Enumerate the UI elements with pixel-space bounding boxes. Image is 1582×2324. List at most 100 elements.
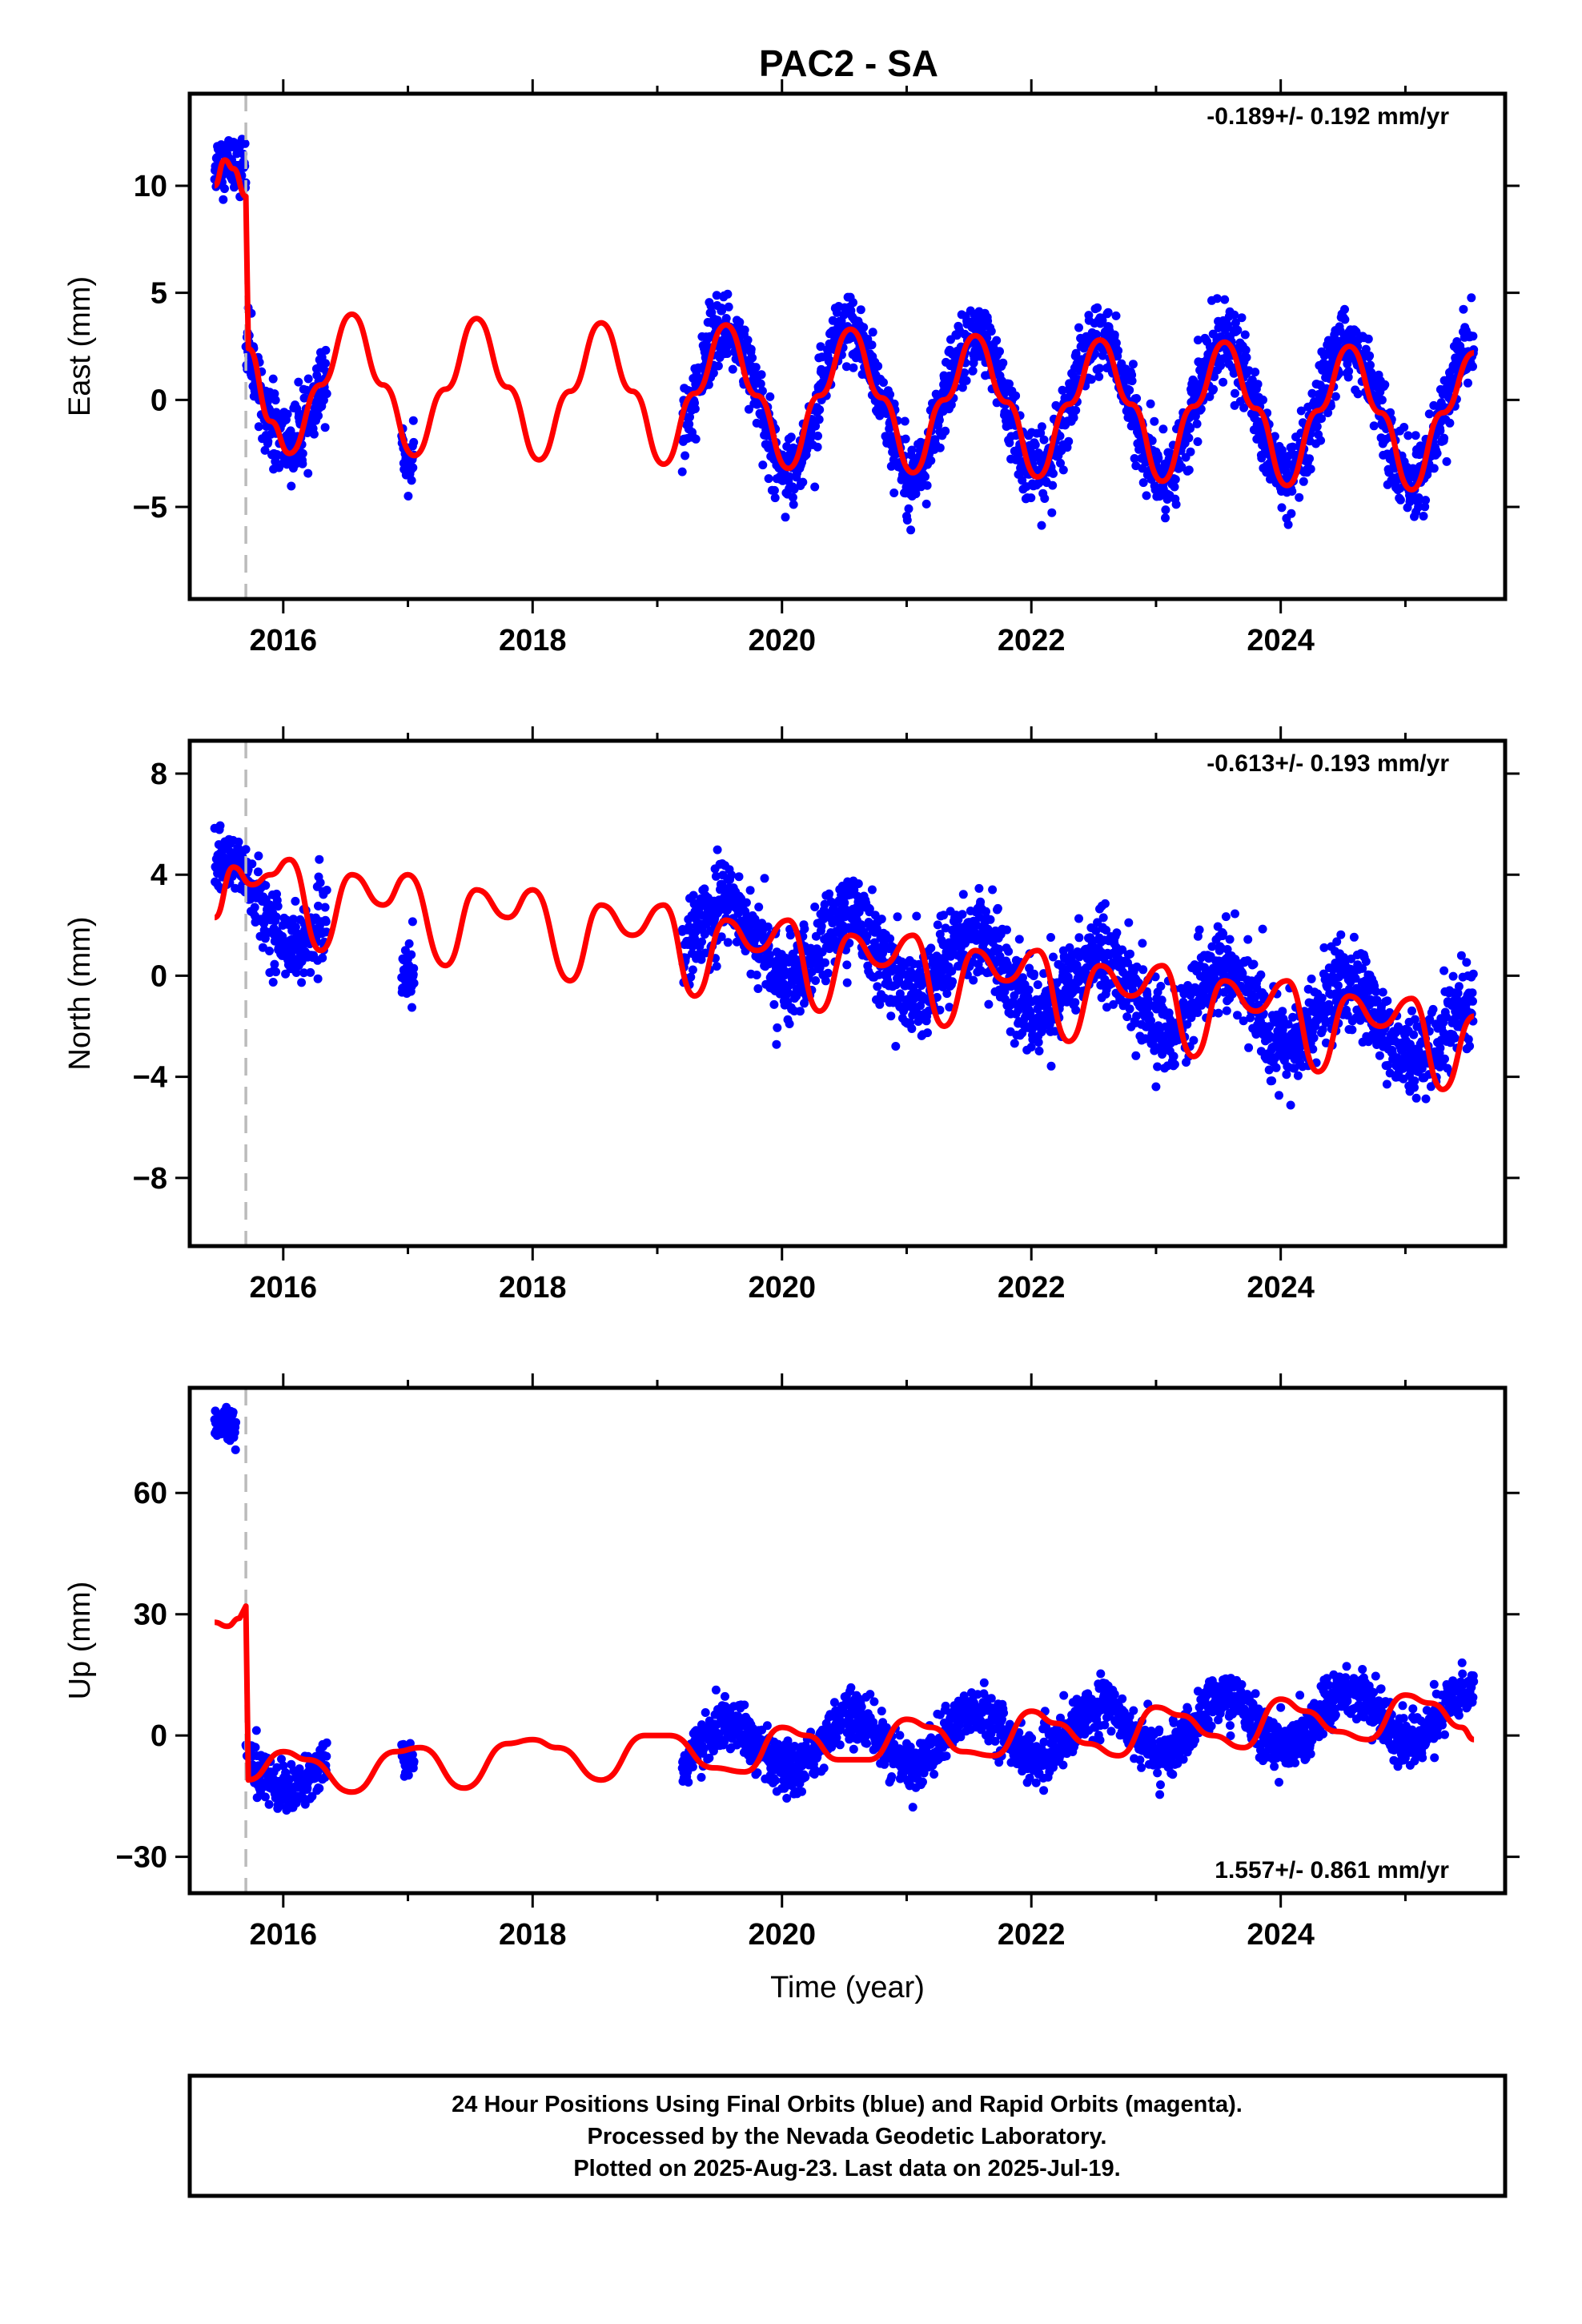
east-points-layer <box>210 135 1479 535</box>
north-data-point <box>1169 1051 1178 1061</box>
north-data-point <box>1124 918 1134 927</box>
east-data-point <box>744 404 753 414</box>
north-x-tick-label: 2016 <box>250 1271 318 1305</box>
east-data-point <box>813 442 822 452</box>
east-y-tick-label: 0 <box>151 384 167 417</box>
north-y-tick-label: 0 <box>151 959 167 993</box>
north-rate-label: -0.613+/- 0.193 mm/yr <box>1207 750 1449 777</box>
east-data-point <box>1365 351 1375 360</box>
east-data-point <box>1184 465 1194 475</box>
east-data-point <box>1306 464 1315 474</box>
north-data-point <box>785 931 795 940</box>
north-data-point <box>1231 909 1239 919</box>
north-data-point <box>842 960 852 970</box>
north-data-point <box>322 886 331 895</box>
east-data-point <box>765 392 775 401</box>
east-x-tick-label: 2020 <box>748 624 816 657</box>
north-data-point <box>689 891 698 900</box>
east-data-point <box>751 363 761 372</box>
east-data-point <box>1047 508 1057 517</box>
east-data-point <box>320 423 330 432</box>
east-data-point <box>1363 334 1373 344</box>
east-data-point <box>1127 376 1137 386</box>
east-data-point <box>723 289 733 299</box>
north-data-point <box>250 903 259 912</box>
up-data-point <box>231 1445 240 1454</box>
east-data-point <box>271 396 280 405</box>
east-data-point <box>690 404 700 413</box>
north-data-point <box>727 870 737 880</box>
north-data-point <box>853 879 863 888</box>
north-data-point <box>723 906 732 915</box>
east-data-point <box>786 432 796 442</box>
east-data-point <box>685 420 694 429</box>
north-data-point <box>810 903 820 911</box>
east-data-point <box>1369 421 1379 431</box>
north-data-point <box>1189 1035 1199 1045</box>
north-data-point <box>253 867 263 877</box>
north-data-point <box>1222 1006 1231 1015</box>
east-data-point <box>879 378 888 388</box>
east-data-point <box>1237 313 1247 323</box>
north-data-point <box>1409 1030 1419 1039</box>
north-data-point <box>1249 959 1259 969</box>
east-data-point <box>815 405 825 415</box>
east-data-point <box>781 513 790 522</box>
north-data-point <box>1267 1076 1277 1086</box>
north-data-point <box>754 903 764 912</box>
east-x-tick-label: 2022 <box>998 624 1066 657</box>
north-data-point <box>1410 1076 1419 1086</box>
north-data-point <box>215 821 225 830</box>
east-data-point <box>1111 311 1121 320</box>
east-x-tick-label: 2024 <box>1247 624 1315 657</box>
north-data-point <box>712 962 721 971</box>
east-y-tick-label: 10 <box>134 170 167 203</box>
east-data-point <box>856 305 865 315</box>
up-data-point <box>260 1792 270 1802</box>
north-data-point <box>1286 1100 1295 1110</box>
north-data-point <box>1382 1080 1391 1089</box>
north-data-point <box>986 915 995 924</box>
east-data-point <box>757 386 767 396</box>
north-x-ticks: 2016 2018 2020 2022 2024 <box>250 726 1407 1305</box>
east-data-point <box>756 379 765 388</box>
north-data-point <box>1468 969 1478 979</box>
east-data-point <box>1094 372 1104 381</box>
east-data-point <box>1058 465 1068 475</box>
up-data-point <box>251 1726 261 1735</box>
east-data-point <box>1125 385 1134 395</box>
east-data-point <box>1287 509 1296 518</box>
east-data-point <box>849 363 858 372</box>
east-data-point <box>889 489 899 497</box>
north-data-point <box>1421 1094 1431 1104</box>
north-data-point <box>1046 933 1055 942</box>
north-data-point <box>1138 965 1148 975</box>
north-data-point <box>1349 932 1359 942</box>
north-x-tick-label: 2020 <box>748 1271 816 1305</box>
north-data-point <box>318 953 327 963</box>
east-data-point <box>998 358 1008 368</box>
east-data-point <box>407 476 416 485</box>
east-data-point <box>1299 476 1308 486</box>
east-data-point <box>902 516 912 525</box>
north-data-point <box>688 965 697 975</box>
north-data-point <box>1454 982 1464 991</box>
north-data-point <box>821 976 830 986</box>
north-data-point <box>1112 928 1122 938</box>
east-data-point <box>1439 433 1449 443</box>
north-data-point <box>877 915 886 924</box>
east-data-point <box>713 316 722 325</box>
east-data-point <box>1377 396 1387 404</box>
east-data-point <box>921 499 931 509</box>
east-data-point <box>926 456 936 465</box>
east-data-point <box>1287 487 1297 496</box>
north-data-point <box>1033 980 1042 990</box>
east-data-point <box>728 364 737 374</box>
north-data-point <box>1468 988 1477 998</box>
east-data-point <box>1233 325 1243 335</box>
north-data-point <box>268 978 278 987</box>
east-data-point <box>798 477 808 487</box>
east-data-point <box>1158 424 1168 434</box>
